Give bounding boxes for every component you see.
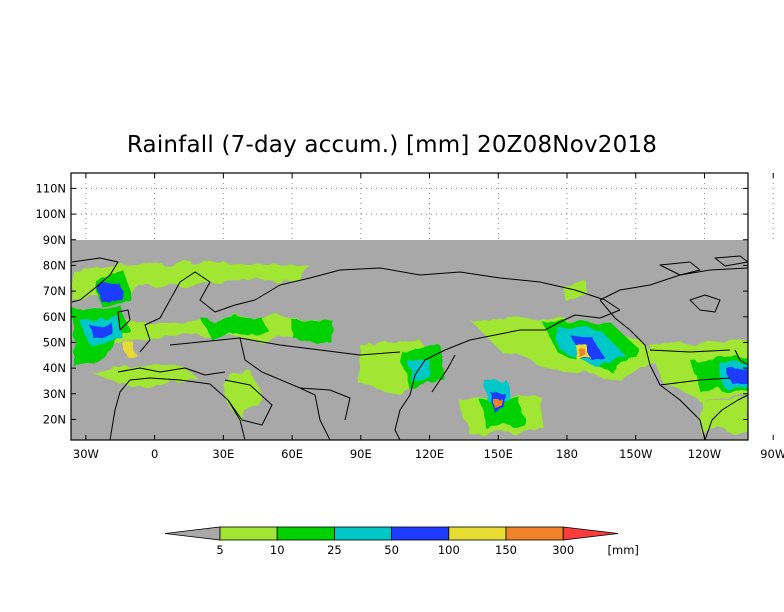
colorbar-level-label: 5	[216, 543, 223, 557]
colorbar-unit-label: [mm]	[608, 543, 639, 557]
gridlines	[71, 173, 774, 240]
colorbar-segment	[448, 526, 507, 541]
latitude-labels: 110N 100N 90N 80N 70N 60N 50N 40N 30N 20N	[35, 181, 66, 426]
lon-label: 120W	[688, 447, 721, 461]
colorbar-level-label: 50	[384, 543, 399, 557]
colorbar: 5 10 25 50 100 150 300 [mm]	[164, 526, 639, 557]
colorbar-segment	[391, 526, 450, 541]
longitude-labels: 30W 0 30E 60E 90E 120E 150E 180 150W 120W 90W	[73, 447, 784, 461]
lon-label: 90W	[760, 447, 784, 461]
lat-label: 100N	[35, 207, 66, 221]
lon-label: 30E	[212, 447, 234, 461]
colorbar-high-triangle	[562, 526, 619, 541]
plot-frame	[70, 172, 749, 441]
colorbar-level-label: 300	[552, 543, 574, 557]
colorbar-segment	[505, 526, 564, 541]
colorbar-segment	[333, 526, 392, 541]
colorbar-level-label: 150	[495, 543, 517, 557]
lon-label: 0	[151, 447, 158, 461]
lon-label: 150W	[619, 447, 652, 461]
lon-label: 120E	[415, 447, 444, 461]
lon-label: 150E	[484, 447, 513, 461]
colorbar-level-label: 10	[270, 543, 285, 557]
lat-label: 40N	[43, 361, 66, 375]
lat-label: 90N	[43, 233, 66, 247]
lat-label: 60N	[43, 310, 66, 324]
colorbar-level-label: 25	[327, 543, 342, 557]
lat-label: 70N	[43, 284, 66, 298]
lon-label: 180	[556, 447, 578, 461]
lat-label: 30N	[43, 387, 66, 401]
lon-label: 60E	[281, 447, 303, 461]
colorbar-level-label: 100	[438, 543, 460, 557]
lon-label: 90E	[350, 447, 372, 461]
map-title: Rainfall (7-day accum.) [mm] 20Z08Nov201…	[126, 132, 658, 158]
lat-label: 20N	[43, 412, 66, 426]
tick-marks	[71, 173, 774, 440]
coastlines	[71, 255, 748, 440]
lon-label: 30W	[73, 447, 99, 461]
colorbar-low-triangle	[164, 526, 221, 541]
colorbar-segment	[276, 526, 335, 541]
lat-label: 110N	[35, 181, 66, 195]
colorbar-segment	[219, 526, 278, 541]
lat-label: 50N	[43, 335, 66, 349]
lat-label: 80N	[43, 258, 66, 272]
